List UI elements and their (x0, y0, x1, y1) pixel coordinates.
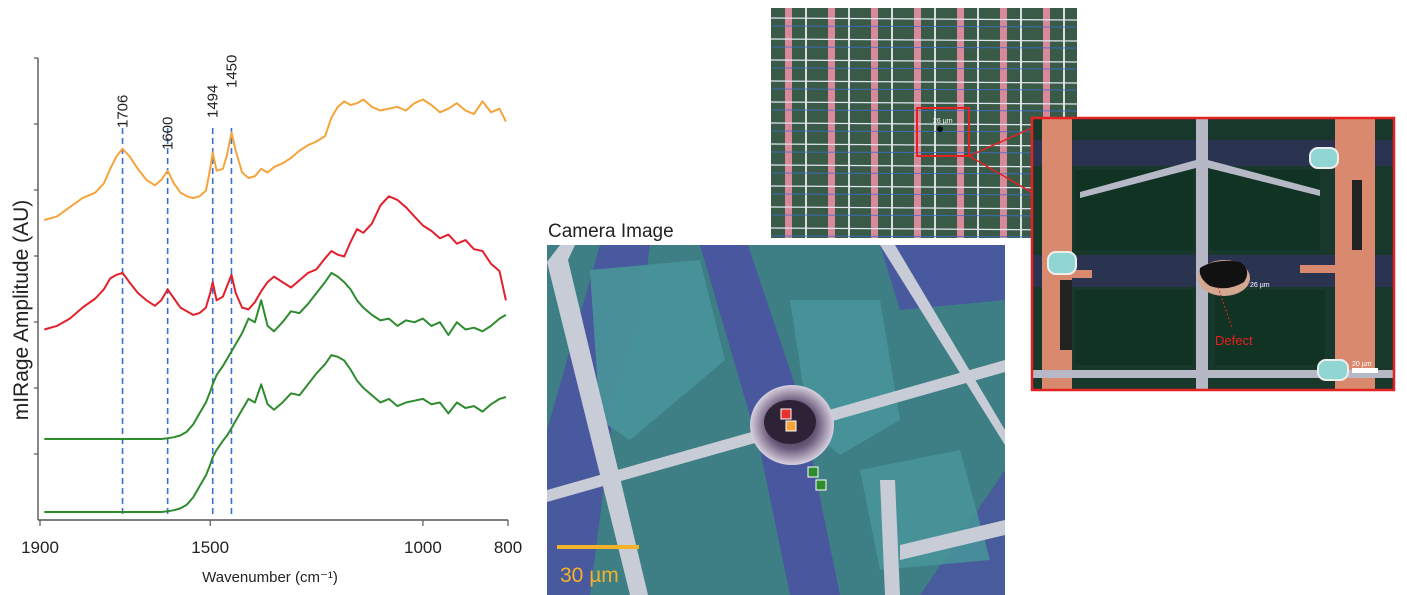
camera-image: 30 µm (547, 245, 1005, 595)
peak-label: 1450 (223, 55, 240, 88)
scale-bar-label: 30 µm (560, 564, 619, 587)
x-axis-title: Wavenumber (cm⁻¹) (202, 569, 338, 586)
x-tick-label: 1900 (21, 538, 59, 557)
series-line (44, 354, 507, 513)
y-ticks (34, 57, 38, 455)
x-ticks: 1900 1500 1000 800 (21, 520, 522, 557)
x-tick-label: 800 (494, 538, 522, 557)
overview-micrometer-label: 26 µm (933, 118, 953, 125)
series-line (44, 195, 507, 331)
scale-bar (557, 545, 639, 549)
x-tick-label: 1500 (191, 538, 229, 557)
camera-image-title: Camera Image (548, 221, 674, 242)
zoom-micrometer-label: 26 µm (1250, 282, 1270, 289)
zoom-frame (1030, 116, 1396, 392)
zoom-image: 26 µm Defect 20 µm (1032, 118, 1394, 390)
series-line (44, 98, 507, 221)
defect-label: Defect (1215, 333, 1253, 348)
series-line (44, 271, 507, 440)
series-group (44, 98, 507, 513)
y-axis-title: mIRage Amplitude (AU) (10, 200, 33, 421)
peak-label: 1600 (160, 117, 177, 150)
peak-label: 1494 (205, 85, 222, 118)
zoom-scale-label: 20 µm (1352, 361, 1372, 368)
x-tick-label: 1000 (404, 538, 442, 557)
peak-label: 1706 (115, 95, 132, 128)
